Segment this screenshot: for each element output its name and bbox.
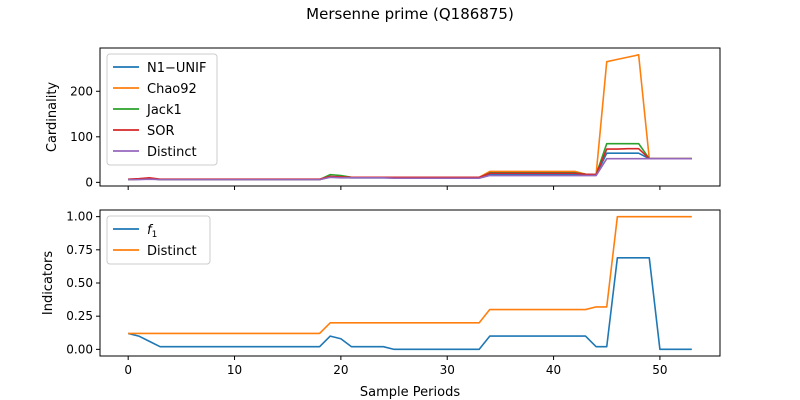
y-tick-label: 1.00	[66, 210, 93, 224]
x-tick-label: 10	[227, 363, 242, 377]
y-tick-label: 100	[70, 130, 93, 144]
y-tick-label: 0	[85, 175, 93, 189]
legend-label: Chao92	[147, 82, 197, 97]
figure-title: Mersenne prime (Q186875)	[306, 5, 514, 23]
x-axis-label: Sample Periods	[360, 385, 460, 400]
y-tick-label: 0.50	[66, 276, 93, 290]
series-line-1	[128, 215, 692, 335]
series-group	[128, 54, 692, 181]
legend-label: Jack1	[146, 103, 182, 118]
y-axis-label: Cardinality	[45, 82, 60, 153]
y-tick-label: 0.25	[66, 309, 93, 323]
chart-panel-indicators: 0 10 20 30 40 50 0.00 0.25 0.50 0.75 1.00 Indicator…	[41, 209, 721, 377]
legend-label: SOR	[147, 124, 175, 139]
y-tick-label: 200	[70, 84, 93, 98]
legend-box	[106, 215, 211, 265]
series-line-0	[127, 256, 692, 351]
y-tick-label: 0.75	[66, 243, 93, 257]
series-line-4	[128, 157, 692, 181]
chart-panel-cardinality: 0 100 200 Cardinality N1−UNIF Chao92 Jack1 SOR D…	[45, 47, 721, 190]
legend-box	[106, 53, 218, 166]
legend: N1−UNIF Chao92 Jack1 SOR Distinct	[106, 53, 218, 166]
x-tick-label: 0	[124, 363, 132, 377]
legend-label: f1	[147, 223, 157, 240]
x-tick-label: 20	[333, 363, 348, 377]
series-group	[127, 215, 692, 351]
legend-label: N1−UNIF	[147, 61, 206, 76]
legend: f1 Distinct	[106, 215, 211, 265]
x-tick-label: 40	[546, 363, 561, 377]
y-axis-label: Indicators	[41, 251, 56, 315]
axes-frame	[99, 47, 721, 187]
legend-label: Distinct	[147, 145, 197, 160]
x-tick-label: 50	[652, 363, 667, 377]
legend-label: Distinct	[147, 244, 197, 259]
x-tick-label: 30	[440, 363, 455, 377]
y-tick-label: 0.00	[66, 342, 93, 356]
